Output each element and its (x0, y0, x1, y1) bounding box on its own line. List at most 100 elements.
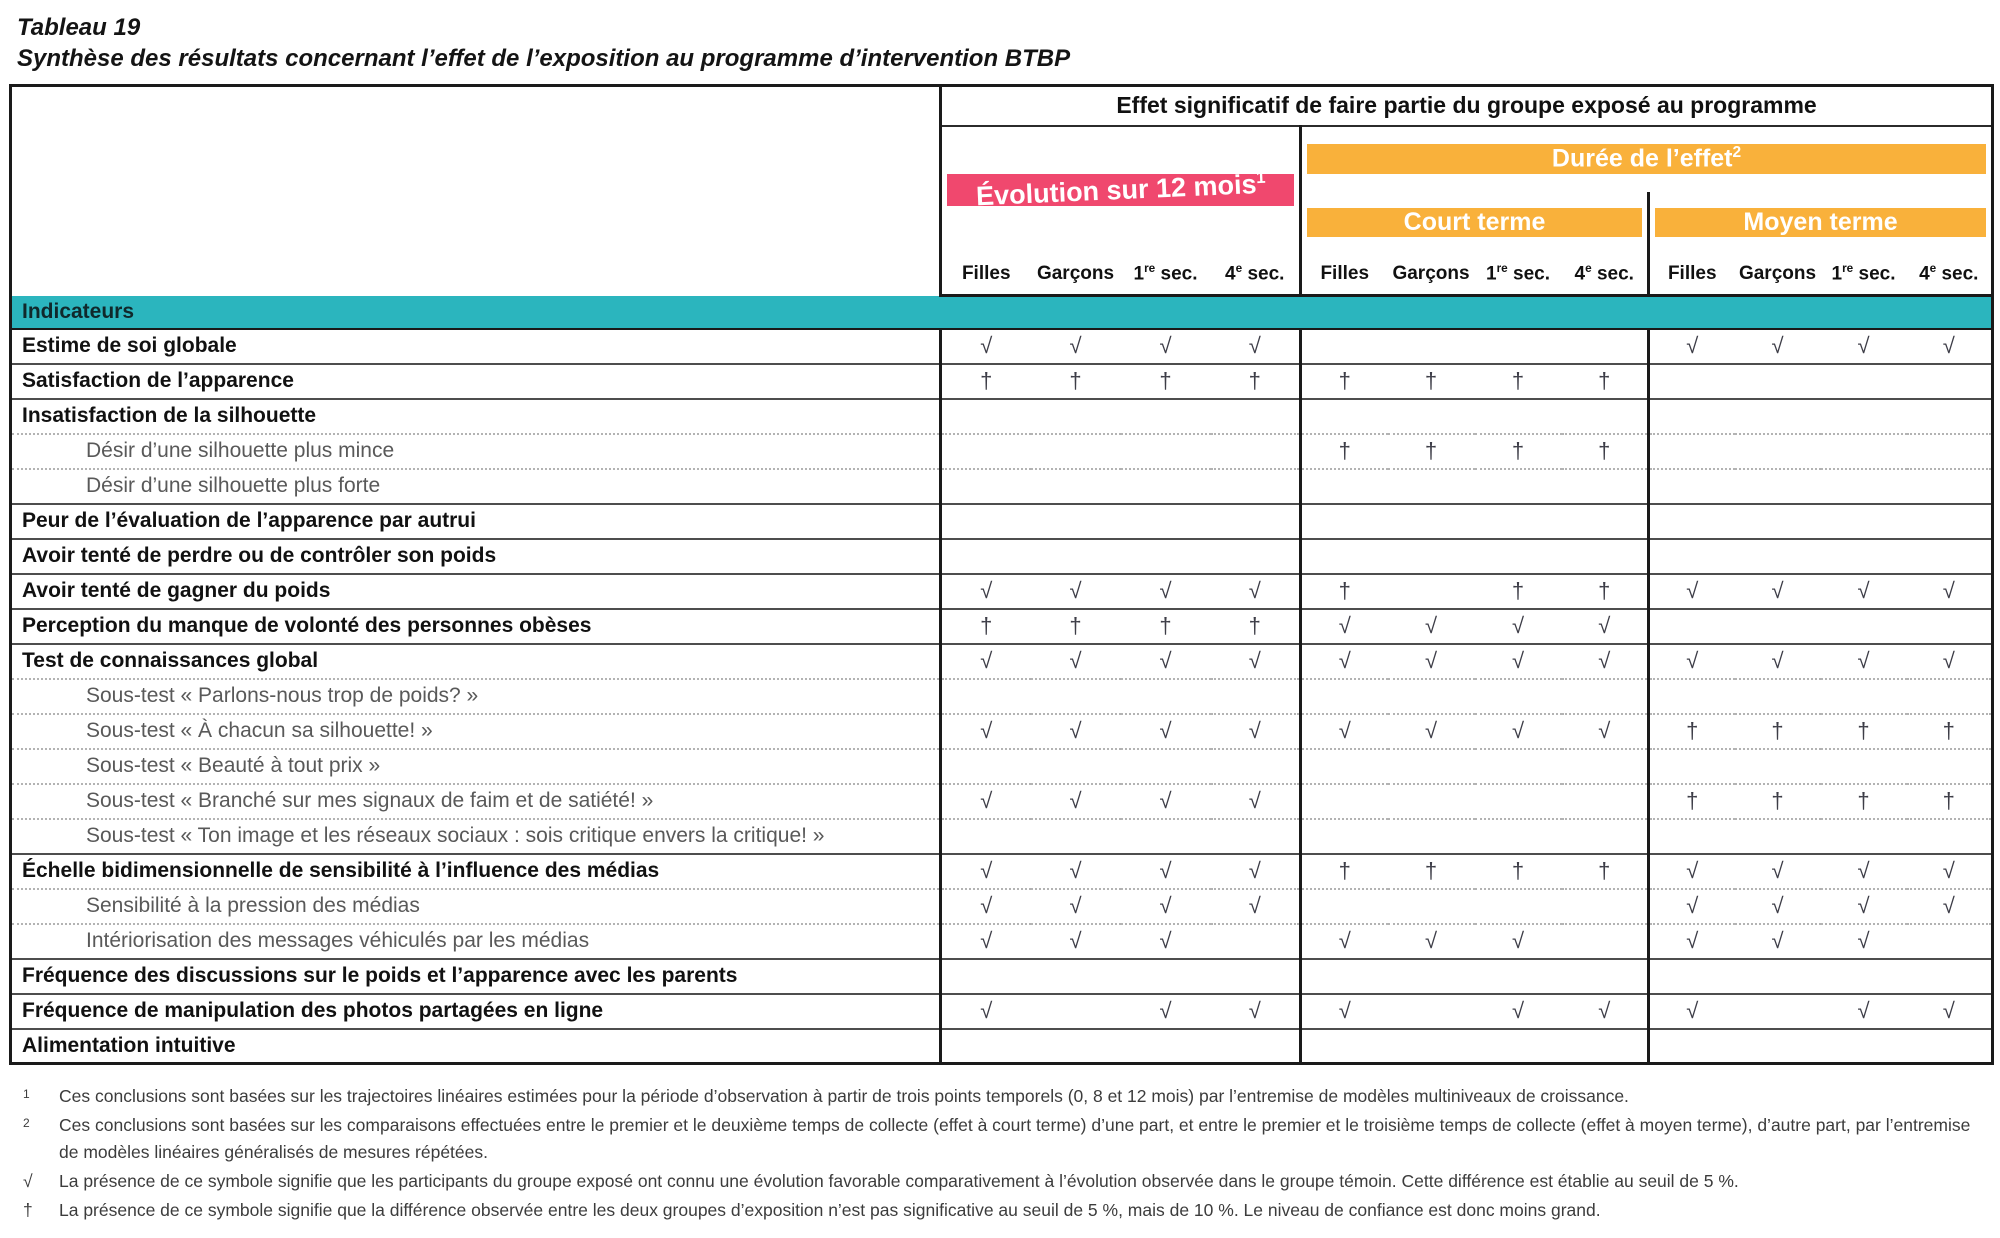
empty-cell (1734, 397, 1821, 434)
indicator-label: Estime de soi globale (10, 327, 942, 364)
check-cell: √ (1210, 852, 1301, 889)
column-header-filles: Filles (1647, 253, 1735, 297)
check-cell: √ (1120, 922, 1211, 959)
indicator-label: Sensibilité à la pression des médias (10, 887, 942, 924)
empty-cell (1387, 782, 1475, 819)
empty-cell (1474, 887, 1562, 924)
empty-cell (1120, 537, 1211, 574)
check-cell: √ (1030, 887, 1121, 924)
corner-cell (10, 85, 942, 296)
empty-cell (1647, 747, 1735, 784)
empty-cell (939, 747, 1031, 784)
dagger-cell: † (939, 607, 1031, 644)
indicator-label: Fréquence des discussions sur le poids e… (10, 957, 942, 994)
column-header-1re-sec: 1re sec. (1820, 253, 1907, 297)
empty-cell (1734, 817, 1821, 854)
indicator-row: Sous-test « Parlons-nous trop de poids? … (10, 677, 1993, 714)
column-header-1re-sec: 1re sec. (1474, 253, 1562, 297)
indicator-row: Sous-test « Branché sur mes signaux de f… (10, 782, 1993, 819)
subgroup-medium-cell: Moyen terme (1648, 191, 1993, 254)
dagger-cell: † (1906, 712, 1993, 749)
check-cell: √ (939, 852, 1031, 889)
empty-cell (1387, 1027, 1475, 1064)
empty-cell (1387, 817, 1475, 854)
group-duration-band: Durée de l’effet2 (1307, 144, 1987, 174)
column-header-garcons: Garçons (1030, 253, 1121, 297)
empty-cell (1820, 817, 1907, 854)
empty-cell (1299, 817, 1388, 854)
empty-cell (1120, 397, 1211, 434)
check-cell: √ (1647, 327, 1735, 364)
empty-cell (1387, 572, 1475, 609)
dagger-cell: † (1906, 782, 1993, 819)
check-cell: √ (1906, 887, 1993, 924)
footnote-text: Ces conclusions sont basées sur les comp… (59, 1115, 1971, 1162)
subgroup-medium-band: Moyen terme (1655, 208, 1987, 237)
empty-cell (1299, 957, 1388, 994)
dagger-cell: † (1647, 712, 1735, 749)
check-cell: √ (1734, 922, 1821, 959)
check-cell: √ (1734, 887, 1821, 924)
check-cell: √ (1120, 642, 1211, 679)
empty-cell (1299, 782, 1388, 819)
group-evolution-label: Évolution sur 12 mois1 (975, 167, 1266, 212)
empty-cell (1561, 397, 1649, 434)
check-cell: √ (1906, 572, 1993, 609)
check-cell: √ (1120, 852, 1211, 889)
empty-cell (1906, 537, 1993, 574)
check-cell: √ (1210, 992, 1301, 1029)
empty-cell (1387, 397, 1475, 434)
footnote-text: La présence de ce symbole signifie que l… (59, 1171, 1739, 1191)
indicator-label: Test de connaissances global (10, 642, 942, 679)
check-cell: √ (1299, 712, 1388, 749)
check-cell: √ (1906, 852, 1993, 889)
check-cell: √ (1387, 642, 1475, 679)
check-cell: √ (1820, 642, 1907, 679)
empty-cell (1474, 782, 1562, 819)
check-cell: √ (1299, 992, 1388, 1029)
dagger-cell: † (1210, 362, 1301, 399)
empty-cell (1474, 537, 1562, 574)
check-cell: √ (1561, 712, 1649, 749)
group-evolution-cell: Évolution sur 12 mois1 (939, 125, 1302, 254)
check-cell: √ (1299, 922, 1388, 959)
check-cell: √ (1120, 327, 1211, 364)
indicator-label: Sous-test « Parlons-nous trop de poids? … (10, 677, 942, 714)
dagger-cell: † (1030, 607, 1121, 644)
empty-cell (1387, 992, 1475, 1029)
empty-cell (939, 502, 1031, 539)
empty-cell (939, 817, 1031, 854)
indicator-row: Sous-test « Ton image et les réseaux soc… (10, 817, 1993, 854)
check-cell: √ (939, 572, 1031, 609)
indicator-label: Alimentation intuitive (10, 1027, 942, 1064)
check-cell: √ (1561, 607, 1649, 644)
column-header-row: Filles Garçons 1re sec. 4e sec. Filles G… (11, 253, 1993, 297)
dagger-cell: † (939, 362, 1031, 399)
empty-cell (1387, 677, 1475, 714)
empty-cell (1561, 677, 1649, 714)
footnote-marker: 1 (23, 1087, 30, 1101)
empty-cell (1820, 397, 1907, 434)
section-header: Indicateurs (10, 295, 1993, 330)
check-cell: √ (1561, 992, 1649, 1029)
check-cell: √ (1120, 992, 1211, 1029)
empty-cell (939, 1027, 1031, 1064)
check-cell: √ (1647, 887, 1735, 924)
empty-cell (1906, 467, 1993, 504)
check-cell: √ (1906, 327, 1993, 364)
check-cell: √ (1030, 327, 1121, 364)
check-cell: √ (1647, 852, 1735, 889)
footnote-dagger: † La présence de ce symbole signifie que… (19, 1197, 1979, 1224)
empty-cell (1030, 467, 1121, 504)
empty-cell (1210, 817, 1301, 854)
check-cell: √ (939, 922, 1031, 959)
dagger-cell: † (1120, 362, 1211, 399)
dagger-cell: † (1299, 852, 1388, 889)
check-cell: √ (1906, 992, 1993, 1029)
empty-cell (1299, 397, 1388, 434)
check-cell: √ (939, 712, 1031, 749)
check-cell: √ (1120, 572, 1211, 609)
check-cell: √ (939, 642, 1031, 679)
dagger-cell: † (1299, 572, 1388, 609)
